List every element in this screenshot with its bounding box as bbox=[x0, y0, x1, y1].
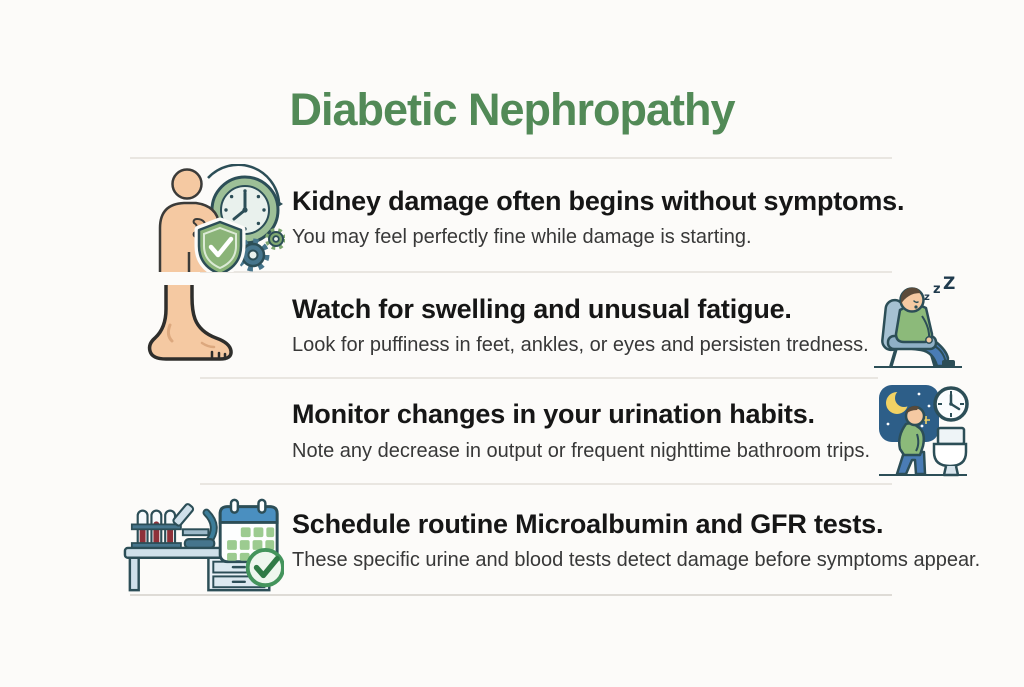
zzz-text: z bbox=[924, 292, 930, 303]
section-2-heading: Watch for swelling and unusual fatigue. bbox=[292, 294, 792, 324]
page-title: Diabetic Nephropathy bbox=[289, 84, 735, 135]
row-divider-3 bbox=[200, 483, 892, 485]
row-divider-2 bbox=[200, 377, 878, 379]
bottom-divider bbox=[130, 594, 892, 596]
section-1-heading: Kidney damage often begins without sympt… bbox=[292, 186, 905, 216]
row-divider-1 bbox=[200, 271, 892, 273]
zzz-text: z bbox=[933, 282, 941, 297]
person-sleeping-in-chair-icon: z z Z bbox=[870, 276, 966, 371]
section-3-heading: Monitor changes in your urination habits… bbox=[292, 399, 815, 429]
section-4-subtext: These specific urine and blood tests det… bbox=[292, 549, 981, 571]
patient-kidney-clock-shield-icon bbox=[150, 164, 285, 272]
zzz-text: Z bbox=[943, 276, 955, 294]
section-2-subtext: Look for puffiness in feet, ankles, or e… bbox=[292, 334, 869, 356]
section-4-heading: Schedule routine Microalbumin and GFR te… bbox=[292, 509, 884, 539]
section-1-subtext: You may feel perfectly fine while damage… bbox=[292, 226, 752, 248]
title-divider bbox=[130, 157, 892, 159]
lab-test-calendar-icon bbox=[122, 496, 284, 594]
section-3-subtext: Note any decrease in output or frequent … bbox=[292, 440, 871, 462]
swollen-foot-icon bbox=[142, 283, 238, 369]
nighttime-bathroom-trip-icon bbox=[876, 382, 970, 482]
